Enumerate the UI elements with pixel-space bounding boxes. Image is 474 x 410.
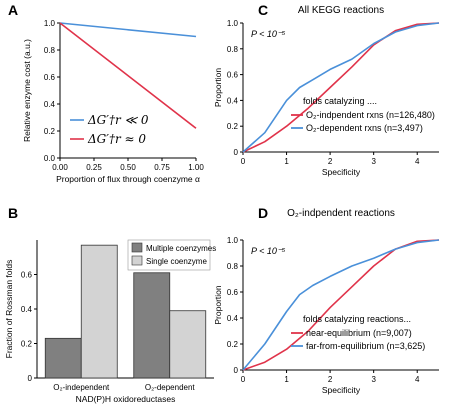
- panel-d-x-label: Specificity: [322, 385, 361, 395]
- panel-c-x-tick-label: 4: [415, 157, 420, 166]
- panel-d-x-tick-label: 2: [328, 375, 333, 384]
- panel-d-cdf-line-2: [242, 239, 440, 371]
- panel-a-x-label: Proportion of flux through coenzyme α: [56, 174, 200, 184]
- panel-b-x-label: NAD(P)H oxidoreductases: [76, 394, 176, 404]
- panel-b-legend-label-2: Single coenzyme: [146, 257, 207, 266]
- panel-c-legend-title: folds catalyzing ....: [303, 96, 377, 106]
- panel-letter-c: C: [258, 2, 268, 18]
- panel-a-y-tick-label: 1.0: [44, 19, 56, 28]
- panel-a-y-label: Relative enzyme cost (a.u.): [22, 39, 32, 142]
- panel-letter-b: B: [8, 205, 18, 221]
- panel-d-x-tick-label: 0: [241, 375, 246, 384]
- panel-c-x-tick-label: 0: [241, 157, 246, 166]
- panel-c-y-label: Proportion: [213, 68, 223, 107]
- panel-d-p-value: P < 10⁻⁵: [251, 246, 286, 256]
- panel-d-y-label: Proportion: [213, 285, 223, 324]
- panel-d-y-tick-label: 1.0: [227, 236, 239, 245]
- panel-d-legend-title: folds catalyzing reactions...: [303, 314, 411, 324]
- panel-d-x-tick-label: 1: [284, 375, 289, 384]
- panel-a-x-tick-label: 0.75: [154, 163, 170, 172]
- panel-d-x-tick-label: 4: [415, 375, 420, 384]
- panel-d-legend-label-1: near-equilibrium (n=9,007): [306, 328, 412, 338]
- panel-a-y-tick-label: 0.4: [44, 100, 56, 109]
- panel-b-y-tick-label: 0.4: [21, 305, 33, 314]
- panel-b-y-tick-label: 0.6: [21, 271, 33, 280]
- panel-a-y-tick-label: 0.2: [44, 127, 56, 136]
- panel-b-y-tick-label: 0.2: [21, 340, 33, 349]
- panel-c-y-tick-label: 0.2: [227, 122, 239, 131]
- panel-c-x-tick-label: 3: [371, 157, 376, 166]
- panel-c-cdf-line-2: [242, 22, 440, 153]
- panel-b-x-category-label: O₂-dependent: [145, 383, 196, 392]
- panel-a-legend-label-1: ΔG′†r ≪ 0: [87, 113, 149, 127]
- panel-b-y-label: Fraction of Rossman folds: [4, 260, 14, 359]
- panel-d-y-tick-label: 0.2: [227, 340, 239, 349]
- panel-d-title: O₂-indpendent reactions: [287, 208, 395, 219]
- panel-letter-d: D: [258, 205, 268, 221]
- panel-d-y-tick-label: 0.8: [227, 262, 239, 271]
- panel-a-y-tick-label: 0.0: [44, 154, 56, 163]
- panel-a-series-line-2: [59, 22, 197, 129]
- panel-b-x-category-label: O₂-independent: [53, 383, 110, 392]
- panel-a-y-tick-label: 0.8: [44, 46, 56, 55]
- panel-b-bar-2-1: [133, 272, 171, 379]
- panel-a-x-tick-label: 0.25: [86, 163, 102, 172]
- panel-c-x-label: Specificity: [322, 167, 361, 177]
- panel-b-bar-2-2: [169, 310, 207, 379]
- panel-c-y-tick-label: 0.4: [227, 96, 239, 105]
- panel-a-legend-label-2: ΔG′†r ≈ 0: [87, 132, 146, 146]
- panel-d-y-tick-label: 0.6: [227, 288, 239, 297]
- panel-c-x-tick-label: 1: [284, 157, 289, 166]
- panel-b-bar-1-1: [44, 337, 82, 379]
- panel-c-x-tick-label: 2: [328, 157, 333, 166]
- panel-d-x-tick-label: 3: [371, 375, 376, 384]
- panel-c-cdf-line-1: [242, 22, 440, 153]
- panel-c-title: All KEGG reactions: [298, 5, 384, 16]
- panel-b-legend-swatch-1: [131, 242, 143, 253]
- panel-b-legend-label-1: Multiple coenzymes: [146, 244, 216, 253]
- panel-c-legend-label-1: O₂-indpendent rxns (n=126,480): [306, 110, 435, 120]
- panel-c-y-tick-label: 0: [234, 148, 239, 157]
- panel-a-series-line-1: [59, 22, 197, 38]
- panel-c-p-value: P < 10⁻⁵: [251, 29, 286, 39]
- panel-a-x-tick-label: 0.50: [120, 163, 136, 172]
- panel-a-x-tick-label: 1.00: [188, 163, 204, 172]
- panel-a-x-tick-label: 0.00: [52, 163, 68, 172]
- panel-b-y-tick-label: 0: [28, 374, 33, 383]
- panel-d-legend-label-2: far-from-equilibrium (n=3,625): [306, 341, 425, 351]
- panel-d-y-tick-label: 0: [234, 366, 239, 375]
- panel-c-y-tick-label: 0.6: [227, 71, 239, 80]
- panel-c-legend-label-2: O₂-dependent rxns (n=3,497): [306, 123, 423, 133]
- panel-b-bar-1-2: [80, 244, 118, 379]
- panel-c-y-tick-label: 1.0: [227, 19, 239, 28]
- panel-b-legend-swatch-2: [131, 255, 143, 266]
- panel-letter-a: A: [8, 2, 18, 18]
- panel-c-y-tick-label: 0.8: [227, 45, 239, 54]
- panel-a-y-tick-label: 0.6: [44, 73, 56, 82]
- panel-d-y-tick-label: 0.4: [227, 314, 239, 323]
